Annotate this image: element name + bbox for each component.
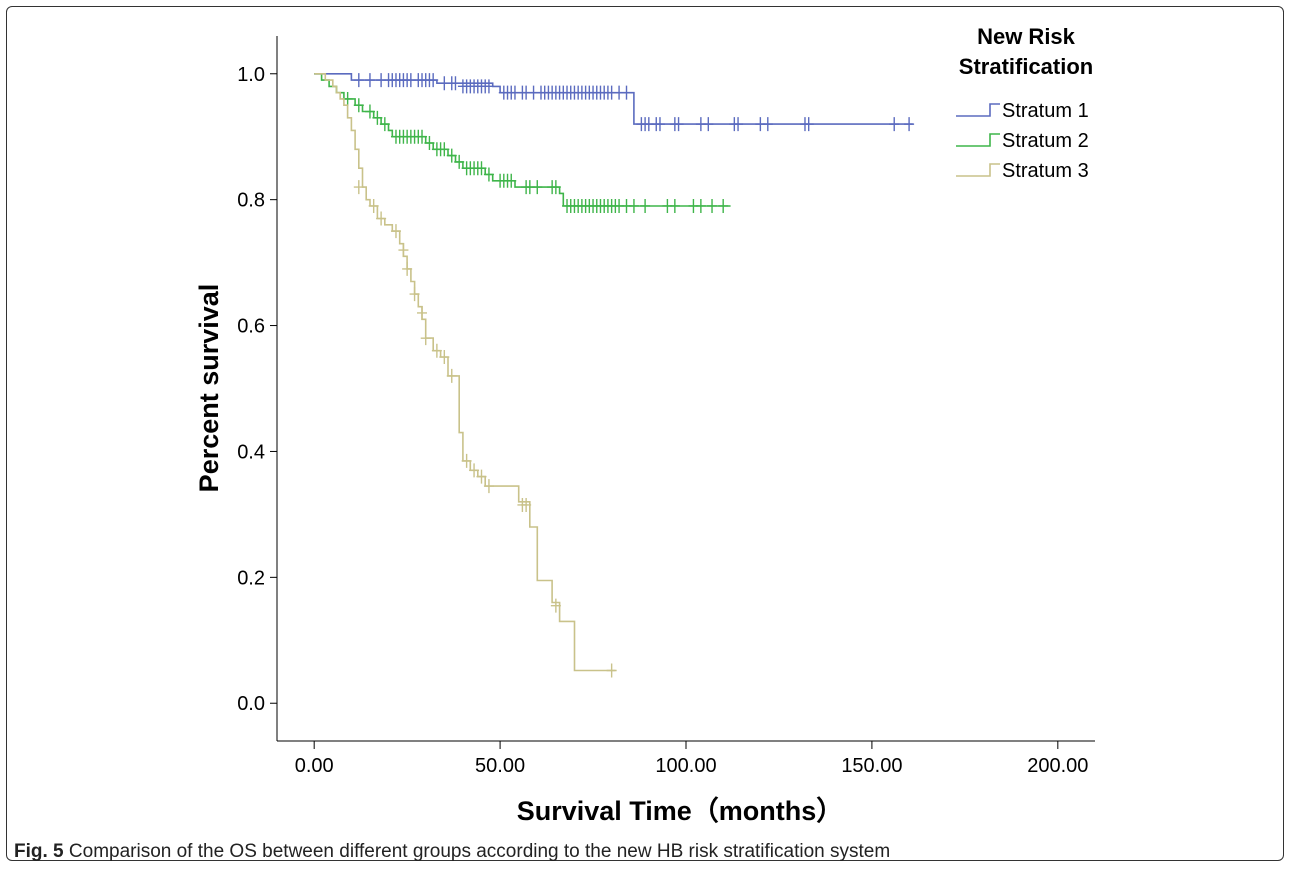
- censor-mark: [364, 104, 375, 119]
- censor-mark: [461, 453, 472, 468]
- censor-mark: [532, 180, 543, 195]
- censor-mark: [733, 117, 744, 132]
- censor-mark: [889, 117, 900, 132]
- censor-mark: [621, 85, 632, 100]
- censor-mark: [353, 180, 364, 195]
- censor-mark: [707, 198, 718, 213]
- censor-mark: [402, 261, 413, 276]
- censor-mark: [606, 663, 617, 678]
- censor-mark: [654, 117, 665, 132]
- censor-mark: [521, 497, 532, 512]
- censor-mark: [450, 76, 461, 91]
- censor-mark: [640, 198, 651, 213]
- censor-mark: [439, 142, 450, 157]
- censor-mark: [476, 161, 487, 176]
- censor-mark: [417, 129, 428, 144]
- figure-caption-text: Comparison of the OS between different g…: [68, 841, 891, 862]
- censor-mark: [409, 287, 420, 302]
- legend-swatch: [956, 163, 1000, 177]
- legend-title: New Risk: [977, 24, 1076, 49]
- y-tick-label: 0.8: [237, 190, 265, 212]
- censor-mark: [417, 305, 428, 320]
- y-tick-label: 1.0: [237, 64, 265, 86]
- x-ticks: 0.00 50.00 100.00 150.00 200.00: [295, 741, 1088, 777]
- censor-mark: [703, 117, 714, 132]
- figure-frame: [6, 6, 1284, 861]
- survival-curve-line: [314, 73, 616, 672]
- censor-mark: [353, 98, 364, 113]
- censor-mark: [372, 110, 383, 125]
- x-tick-label: 100.00: [655, 755, 716, 777]
- censor-mark: [506, 173, 517, 188]
- censor-mark: [673, 117, 684, 132]
- x-tick-label: 150.00: [841, 755, 902, 777]
- censor-mark: [550, 598, 561, 613]
- censor-mark: [446, 148, 457, 163]
- censor-mark: [550, 180, 561, 195]
- censor-mark: [431, 343, 442, 358]
- legend: New Risk Stratification Stratum 1 Stratum…: [956, 24, 1093, 182]
- x-axis-label: Survival Time（months）: [517, 796, 844, 826]
- survival-curve-line: [314, 73, 913, 125]
- series-2: [314, 73, 731, 213]
- censor-mark: [420, 331, 431, 346]
- censor-mark: [695, 198, 706, 213]
- y-tick-label: 0.4: [237, 441, 265, 463]
- legend-swatch: [956, 103, 1000, 117]
- legend-label: Stratum 2: [1002, 130, 1089, 152]
- censor-mark: [762, 117, 773, 132]
- y-tick-label: 0.2: [237, 567, 265, 589]
- censor-mark: [469, 463, 480, 478]
- censor-mark: [439, 350, 450, 365]
- legend-swatch: [956, 133, 1000, 147]
- y-ticks: 0.0 0.2 0.4 0.6 0.8 1.0: [237, 64, 277, 715]
- censor-mark: [446, 368, 457, 383]
- series-3: [314, 73, 617, 678]
- legend-label: Stratum 3: [1002, 160, 1089, 182]
- x-tick-label: 50.00: [475, 755, 525, 777]
- censor-mark: [379, 117, 390, 132]
- censor-mark: [376, 211, 387, 226]
- censor-mark: [628, 198, 639, 213]
- y-axis-label: Percent survival: [194, 284, 224, 493]
- figure-caption: Fig. 5 Comparison of the OS between diff…: [14, 841, 890, 863]
- censor-mark: [368, 198, 379, 213]
- legend-entry: Stratum 1: [956, 100, 1089, 122]
- legend-entry: Stratum 2: [956, 130, 1089, 152]
- figure-label: Fig. 5: [14, 841, 64, 862]
- legend-title-line-2: Stratification: [959, 54, 1093, 79]
- censor-mark: [364, 73, 375, 88]
- y-tick-label: 0.6: [237, 316, 265, 338]
- censor-mark: [669, 198, 680, 213]
- x-tick-label: 0.00: [295, 755, 334, 777]
- censor-mark: [476, 469, 487, 484]
- censor-mark: [483, 479, 494, 494]
- censor-mark: [390, 224, 401, 239]
- censor-mark: [718, 198, 729, 213]
- legend-entry: Stratum 3: [956, 160, 1089, 182]
- censor-mark: [398, 243, 409, 258]
- censor-mark: [904, 117, 915, 132]
- y-tick-label: 0.0: [237, 693, 265, 715]
- x-tick-label: 200.00: [1027, 755, 1088, 777]
- series-1: [314, 73, 915, 132]
- censor-mark: [803, 117, 814, 132]
- censor-mark: [428, 73, 439, 88]
- series-layer: [314, 73, 915, 678]
- censor-mark: [483, 79, 494, 94]
- censor-mark: [424, 136, 435, 151]
- censor-mark: [454, 154, 465, 169]
- censor-mark: [353, 73, 364, 88]
- legend-label: Stratum 1: [1002, 100, 1089, 122]
- censor-mark: [483, 167, 494, 182]
